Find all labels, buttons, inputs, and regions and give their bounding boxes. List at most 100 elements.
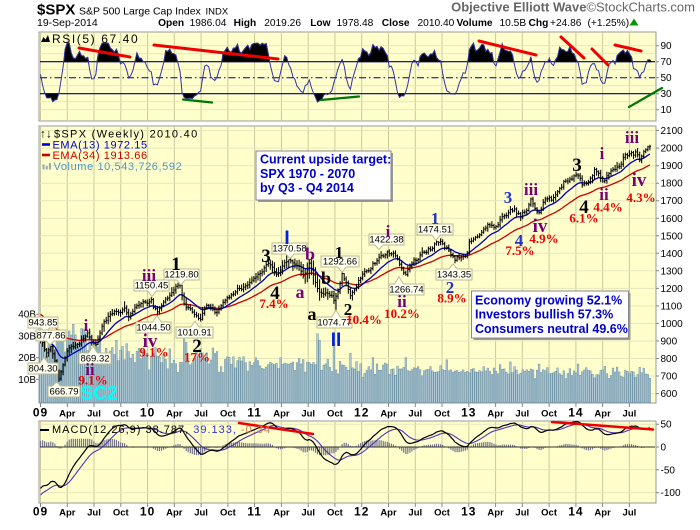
svg-text:b: b [321,268,331,288]
svg-text:40B: 40B [18,310,36,321]
svg-text:2000: 2000 [661,144,684,155]
svg-text:Oct: Oct [541,508,558,519]
svg-text:7.5%: 7.5% [505,243,534,258]
svg-text:Apr: Apr [594,409,611,420]
svg-text:1400: 1400 [661,249,684,260]
svg-text:7.4%: 7.4% [259,296,288,311]
svg-text:10: 10 [140,505,155,519]
svg-text:2: 2 [344,300,353,319]
svg-text:1: 1 [431,209,440,228]
svg-text:10: 10 [140,406,155,420]
svg-text:a: a [296,282,305,302]
svg-text:30: 30 [661,89,673,100]
svg-text:12: 12 [354,406,369,420]
svg-text:1074.77: 1074.77 [317,318,351,329]
svg-text:↑↓: ↑↓ [40,127,52,141]
svg-text:ii: ii [599,185,609,204]
svg-text:1010.91: 1010.91 [177,328,211,339]
svg-text:1292.66: 1292.66 [323,257,357,268]
svg-text:1422.38: 1422.38 [369,235,403,246]
svg-text:4.3%: 4.3% [626,190,655,205]
svg-text:9.1%: 9.1% [139,345,168,360]
svg-text:6.1%: 6.1% [569,211,598,226]
svg-text:2100: 2100 [661,126,684,137]
svg-text:Jul: Jul [194,508,208,519]
svg-text:1000: 1000 [661,319,684,330]
svg-text:Jul: Jul [408,409,422,420]
svg-text:10B: 10B [18,375,36,386]
svg-text:1500: 1500 [661,231,684,242]
svg-text:9.1%: 9.1% [78,373,107,388]
svg-text:1200: 1200 [661,284,684,295]
svg-text:Jul: Jul [515,508,529,519]
svg-text:14: 14 [568,505,583,519]
svg-text:Apr: Apr [273,409,290,420]
svg-text:0: 0 [661,443,667,454]
svg-text:4.9%: 4.9% [529,231,558,246]
svg-text:MACD(12,26,9) 38.787, 39.133,: MACD(12,26,9) 38.787, 39.133, -0.34 [52,424,271,436]
svg-text:Jul: Jul [301,409,315,420]
svg-text:13: 13 [461,406,476,420]
svg-text:Economy growing 52.1%: Economy growing 52.1% [475,294,622,308]
svg-text:Volume 10,543,726,592: Volume 10,543,726,592 [54,161,183,173]
svg-text:Apr: Apr [487,409,504,420]
svg-text:4.4%: 4.4% [593,200,622,215]
svg-text:Jul: Jul [87,409,101,420]
svg-text:RSI(5) 67.40: RSI(5) 67.40 [52,32,139,46]
svg-text:1370.58: 1370.58 [272,244,306,255]
svg-text:1300: 1300 [661,266,684,277]
svg-text:II: II [331,330,342,351]
svg-text:Apr: Apr [59,409,76,420]
svg-text:3: 3 [504,188,513,207]
svg-text:900: 900 [661,337,678,348]
svg-text:1219.80: 1219.80 [164,270,198,281]
svg-text:iv: iv [632,170,647,191]
svg-text:EMA(13) 1972.15: EMA(13) 1972.15 [53,140,148,152]
svg-text:Oct: Oct [434,508,451,519]
svg-text:i: i [600,144,605,163]
svg-text:10.4%: 10.4% [346,312,382,327]
svg-text:Oct: Oct [113,508,130,519]
svg-text:17%: 17% [184,350,210,365]
svg-text:iv: iv [533,216,548,237]
svg-text:Apr: Apr [380,409,397,420]
svg-text:by Q3 - Q4 2014: by Q3 - Q4 2014 [260,181,354,195]
svg-text:Apr: Apr [380,508,397,519]
svg-text:4: 4 [270,283,280,304]
svg-text:Current upside target:: Current upside target: [260,153,391,167]
svg-text:S&P 500 Large Cap Index: S&P 500 Large Cap Index [79,6,202,18]
svg-text:Oct: Oct [327,409,344,420]
svg-text:Apr: Apr [59,508,76,519]
svg-text:3: 3 [261,246,271,267]
svg-text:1: 1 [171,254,181,275]
svg-text:10.2%: 10.2% [384,306,420,321]
svg-text:Jul: Jul [87,508,101,519]
svg-text:1343.35: 1343.35 [437,270,471,281]
svg-text:ii: ii [85,360,95,379]
svg-text:Investors bullish 57.3%: Investors bullish 57.3% [475,308,613,322]
svg-text:iv: iv [143,331,158,352]
svg-text:10: 10 [661,105,673,116]
svg-text:3: 3 [572,155,582,176]
svg-text:Jul: Jul [301,508,315,519]
svg-text:Jul: Jul [194,409,208,420]
svg-text:09: 09 [33,505,48,519]
svg-text:SPX 1970 - 2070: SPX 1970 - 2070 [260,167,355,181]
svg-text:-100: -100 [661,488,681,499]
svg-text:$SPX: $SPX [37,2,75,19]
svg-text:Apr: Apr [166,409,183,420]
svg-text:ii: ii [397,292,407,311]
svg-text:700: 700 [661,372,678,383]
svg-text:13: 13 [461,505,476,519]
svg-text:1100: 1100 [661,301,683,312]
svg-text:804.30: 804.30 [28,364,57,375]
svg-text:1700: 1700 [661,196,684,207]
svg-text:i: i [84,316,89,335]
svg-text:Oct: Oct [327,508,344,519]
svg-text:14: 14 [568,406,583,420]
svg-text:-50: -50 [661,465,676,476]
svg-text:30B: 30B [18,331,36,342]
svg-text:iii: iii [142,266,156,285]
svg-text:1474.51: 1474.51 [418,225,452,236]
svg-text:666.79: 666.79 [49,387,78,398]
